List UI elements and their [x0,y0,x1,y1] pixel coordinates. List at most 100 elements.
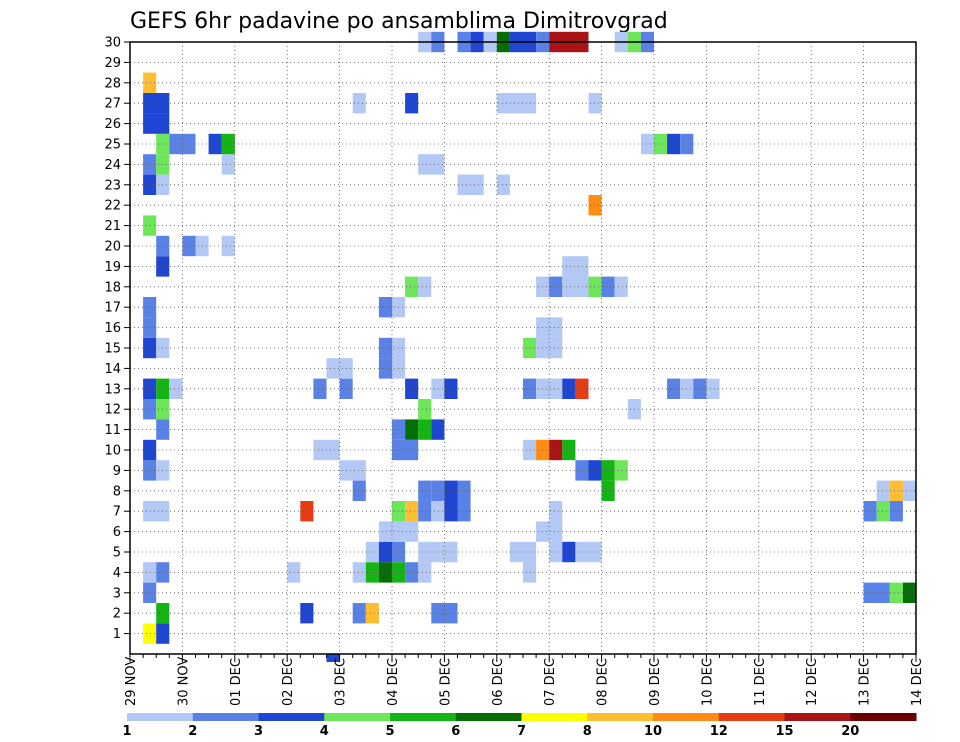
y-tick-label: 14 [104,362,121,377]
heatmap-cell [143,297,157,318]
y-tick-label: 8 [113,484,121,499]
heatmap-cell [431,603,458,624]
heatmap-cells [143,31,916,662]
heatmap-cell [523,337,537,359]
heatmap-cell [326,358,353,379]
colorbar-label: 1 [122,724,131,739]
x-tick-label: 03 DEC [334,658,349,706]
heatmap-cell [431,480,445,501]
heatmap-cell [549,541,563,563]
y-tick-label: 2 [113,607,121,622]
colorbar-swatch [192,713,259,721]
heatmap-cell [418,276,432,297]
y-tick-label: 23 [104,178,121,193]
heatmap-cell [352,93,366,114]
colorbar-swatch [784,713,851,721]
heatmap-cell [457,501,471,522]
heatmap-cell [667,378,681,399]
heatmap-cell [902,480,916,501]
heatmap-cell [588,195,602,216]
colorbar-label: 2 [188,724,197,739]
y-tick-label: 15 [104,342,121,357]
heatmap-cell [536,378,563,399]
colorbar-swatch [127,713,194,721]
y-tick-label: 11 [104,423,121,438]
x-tick-label: 07 DEC [543,658,558,706]
heatmap-cell [457,480,471,501]
x-axis-ticks: 29 NOV 30 NOV 01 DEC 02 DEC 03 DEC 04 DEC 05 D… [124,654,925,706]
heatmap-cell [169,378,183,399]
y-tick-label: 5 [113,546,121,561]
colorbar-label: 3 [254,724,263,739]
heatmap-cell [418,480,432,501]
heatmap-cell [405,378,419,399]
heatmap-cell [601,276,615,297]
heatmap-cell [365,603,379,624]
colorbar-label: 10 [644,724,662,739]
heatmap-cell [640,133,654,155]
colorbar-label: 12 [710,724,728,739]
colorbar-label: 15 [775,724,793,739]
heatmap-cell [143,317,157,338]
heatmap-cell [143,399,157,420]
heatmap-cell [392,439,419,461]
heatmap-cell [536,317,563,338]
heatmap-cell [143,174,157,195]
x-tick-label: 01 DEC [229,658,244,706]
heatmap-cell [889,480,903,501]
y-tick-label: 13 [104,382,121,397]
heatmap-cell [588,460,602,481]
colorbar-swatch [850,713,917,721]
heatmap-cell [431,419,445,440]
y-tick-label: 3 [113,586,121,601]
heatmap-cell [418,154,445,175]
colorbar-swatch [258,713,325,721]
heatmap-cell [418,501,432,522]
heatmap-cell [287,562,301,583]
y-tick-label: 21 [104,219,121,234]
heatmap-cell [902,582,916,603]
heatmap-cell [221,133,235,155]
heatmap-cell [549,501,563,522]
heatmap-cell [326,654,340,662]
y-tick-label: 24 [104,158,121,173]
heatmap-cell [431,501,445,522]
heatmap-cell [352,480,366,501]
heatmap-cell [876,501,890,522]
heatmap-cell [143,623,157,644]
y-tick-label: 20 [104,240,121,255]
heatmap-cell [143,501,170,522]
heatmap-cell [143,113,170,134]
y-axis-ticks: 1234567891011121314151617181920212223242… [104,36,130,642]
heatmap-cell [143,337,157,359]
heatmap-cell [523,562,537,583]
heatmap-cell [693,378,707,399]
heatmap-cell [654,133,668,155]
heatmap-cell [405,562,419,583]
x-tick-label: 08 DEC [596,658,611,706]
heatmap-cell [405,419,419,440]
heatmap-cell [575,460,589,481]
colorbar: 1 2 3 4 5 6 7 8 10 12 15 20 [122,713,917,739]
heatmap-cell [221,235,235,257]
y-tick-label: 26 [104,117,121,132]
heatmap-cell [549,521,563,542]
x-tick-label: 30 NOV [176,657,191,706]
heatmap-cell [143,72,157,93]
heatmap-cell [549,276,563,297]
y-tick-label: 18 [104,280,121,295]
heatmap-cell [562,378,576,399]
y-tick-label: 30 [104,36,121,51]
heatmap-cell [431,378,445,399]
heatmap-cell [378,541,392,563]
heatmap-cell [365,562,379,583]
colorbar-swatch [653,713,720,721]
y-tick-label: 29 [104,56,121,71]
colorbar-label: 4 [320,724,329,739]
y-tick-label: 1 [113,627,121,642]
x-tick-label: 09 DEC [648,658,663,706]
heatmap-cell [418,419,432,440]
colorbar-swatch [324,713,391,721]
heatmap-cell [575,541,602,563]
